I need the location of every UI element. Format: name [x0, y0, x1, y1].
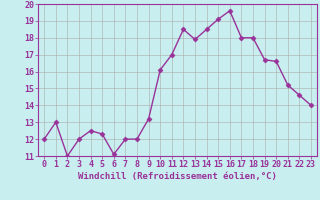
X-axis label: Windchill (Refroidissement éolien,°C): Windchill (Refroidissement éolien,°C) — [78, 172, 277, 181]
